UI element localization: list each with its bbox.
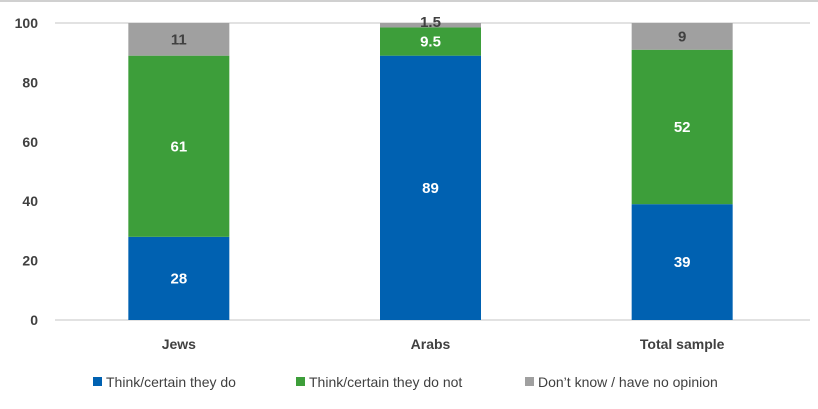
data-label: 61 [170, 138, 187, 155]
y-tick-label: 40 [22, 193, 38, 209]
bar-segment [128, 55, 230, 237]
data-label: 9 [678, 28, 686, 45]
bar-segment [128, 236, 230, 320]
x-tick-label: Jews [162, 336, 196, 352]
legend-label: Think/certain they do [106, 374, 236, 390]
bar-segment [380, 55, 481, 321]
legend-swatch [296, 377, 305, 386]
legend-label: Think/certain they do not [309, 374, 462, 390]
data-label: 11 [171, 31, 187, 48]
x-tick-label: Arabs [411, 336, 451, 352]
legend-label: Don’t know / have no opinion [538, 374, 718, 390]
data-label: 52 [674, 119, 691, 136]
data-label: 9.5 [420, 34, 441, 51]
bar-segment [631, 23, 733, 50]
data-label: 39 [674, 254, 691, 271]
bar-segment [128, 23, 230, 56]
bar-segment [380, 27, 481, 56]
y-tick-label: 20 [22, 253, 38, 269]
y-tick-label: 0 [30, 312, 38, 328]
legend-swatch [93, 377, 102, 386]
bar-segment [380, 23, 481, 28]
bar-segment [631, 49, 733, 205]
y-tick-label: 60 [22, 134, 38, 150]
x-tick-label: Total sample [640, 336, 725, 352]
data-label: 1.5 [420, 14, 441, 31]
legend-swatch [525, 377, 534, 386]
y-tick-label: 80 [22, 74, 38, 90]
data-label: 89 [422, 180, 439, 197]
bar-segment [631, 204, 733, 320]
data-label: 28 [170, 270, 187, 287]
y-tick-label: 100 [15, 15, 39, 31]
